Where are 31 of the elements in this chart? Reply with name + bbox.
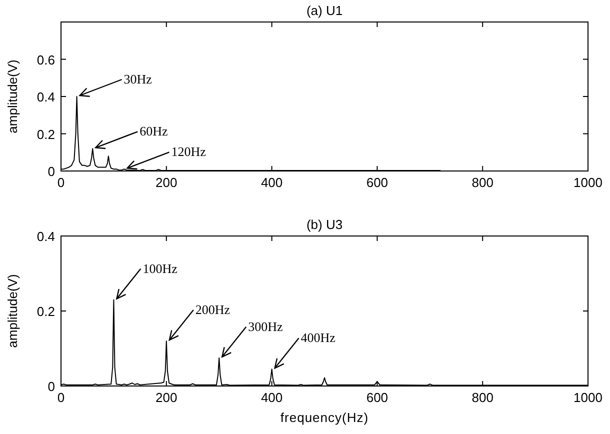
x-tick-label: 400 xyxy=(260,390,283,405)
annotation: 120Hz xyxy=(171,144,206,160)
x-tick-label: 800 xyxy=(472,175,494,190)
annotation: 400Hz xyxy=(300,330,336,346)
x-axis-title: frequency(Hz) xyxy=(280,410,369,425)
annotation: 200Hz xyxy=(195,302,230,317)
y-axis-title: amplitude(V) xyxy=(5,60,20,134)
annotation: 60Hz xyxy=(140,124,168,139)
x-tick-label: 800 xyxy=(472,390,494,405)
y-tick-label: 0 xyxy=(48,164,55,179)
x-tick-label: 0 xyxy=(57,390,65,405)
y-tick-label: 0.2 xyxy=(36,126,55,142)
y-tick-label: 0 xyxy=(48,379,55,394)
x-tick-label: 200 xyxy=(156,175,178,190)
annotation: 30Hz xyxy=(124,72,152,86)
chart-title: (a) U1 xyxy=(306,3,343,18)
y-tick-label: 0.6 xyxy=(36,52,55,68)
x-tick-label: 400 xyxy=(260,175,283,190)
chart-title: (b) U3 xyxy=(306,217,343,232)
annotation: 100Hz xyxy=(142,260,178,276)
annotation: 300Hz xyxy=(248,318,283,334)
x-tick-label: 600 xyxy=(366,175,388,190)
x-tick-label: 200 xyxy=(156,390,178,405)
y-tick-label: 0.2 xyxy=(36,304,55,319)
y-tick-label: 0.4 xyxy=(36,229,55,244)
y-axis-title: amplitude(V) xyxy=(5,274,20,348)
y-tick-label: 0.4 xyxy=(36,90,55,104)
x-tick-label: 1000 xyxy=(574,175,602,190)
x-tick-label: 0 xyxy=(57,175,65,190)
x-tick-label: 600 xyxy=(366,390,388,405)
x-tick-label: 1000 xyxy=(574,390,602,405)
